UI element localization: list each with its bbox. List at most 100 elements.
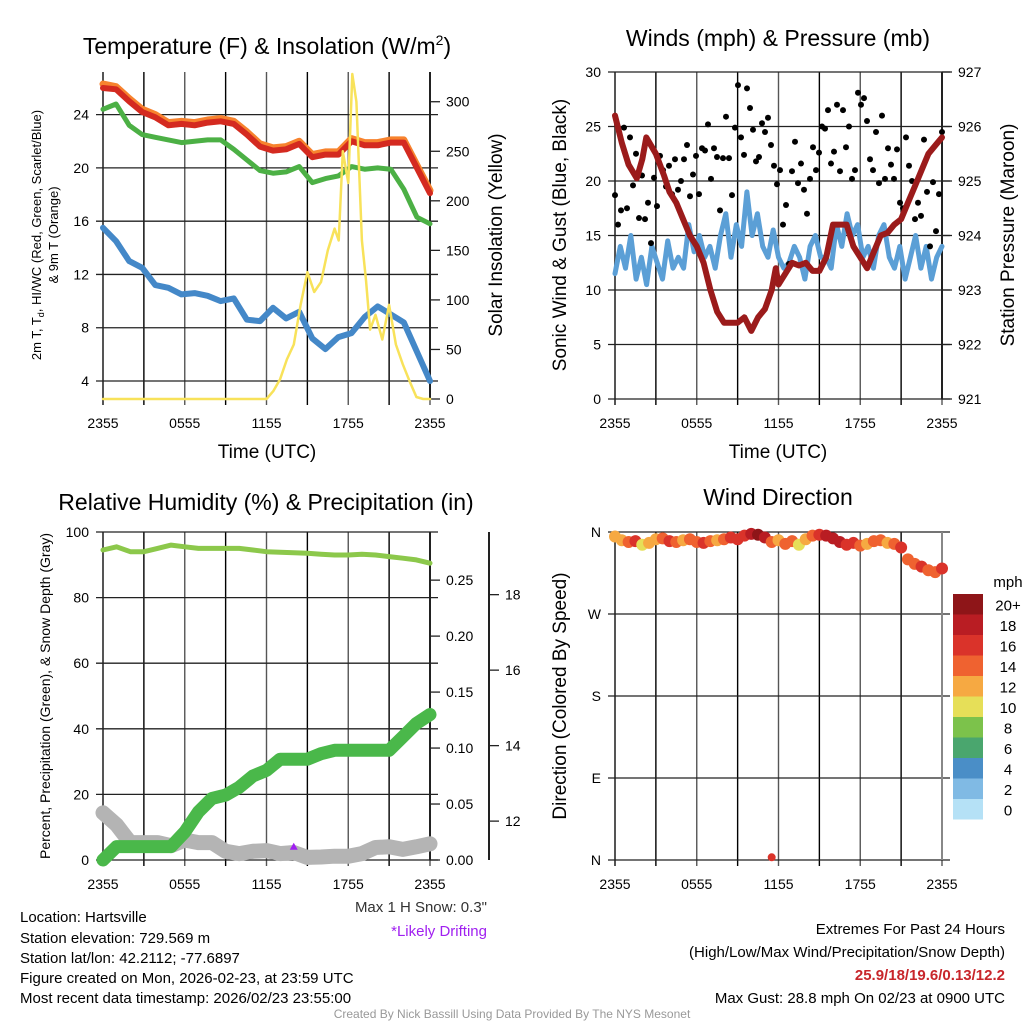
gust-point bbox=[861, 95, 867, 102]
colorbar-tick-label: 10 bbox=[1000, 700, 1017, 717]
gust-point bbox=[810, 144, 816, 151]
colorbar-swatch bbox=[953, 778, 983, 799]
y-tick-label: 100 bbox=[66, 524, 90, 540]
gust-point bbox=[843, 144, 849, 151]
secondary-y-tick-label: 921 bbox=[958, 391, 982, 407]
gust-point bbox=[648, 240, 654, 247]
gust-point bbox=[837, 168, 843, 175]
gust-point bbox=[678, 178, 684, 184]
blue-temperature-line bbox=[100, 224, 433, 384]
gust-point bbox=[804, 210, 810, 217]
secondary-y-tick-label: 300 bbox=[446, 94, 470, 110]
likely-drifting-note: *Likely Drifting bbox=[391, 923, 487, 940]
gust-point bbox=[717, 207, 723, 214]
secondary-y-tick-label: 14 bbox=[505, 738, 521, 754]
x-tick-label: 2355 bbox=[599, 876, 630, 892]
secondary-y-tick-label: 16 bbox=[505, 662, 521, 678]
colorbar-swatch bbox=[953, 758, 983, 779]
gust-point bbox=[924, 188, 930, 195]
gust-point bbox=[762, 128, 768, 135]
location-text: Location: Hartsville bbox=[20, 909, 147, 926]
y-tick-label: W bbox=[588, 606, 602, 622]
gust-point bbox=[807, 175, 813, 182]
secondary-y-tick-label: 0.10 bbox=[446, 740, 473, 756]
extremes-legend: (High/Low/Max Wind/Precipitation/Snow De… bbox=[689, 944, 1005, 961]
solar-y-axis-label: Solar Insolation (Yellow) bbox=[486, 133, 507, 336]
secondary-y-tick-label: 924 bbox=[958, 228, 982, 244]
gust-point bbox=[876, 180, 882, 187]
secondary-y-tick-label: 200 bbox=[446, 193, 470, 209]
secondary-y-tick-label: 925 bbox=[958, 173, 982, 189]
gust-point bbox=[879, 112, 885, 119]
gust-point bbox=[621, 124, 627, 131]
colorbar-tick-label: 4 bbox=[1004, 761, 1012, 778]
figure-created-text: Figure created on Mon, 2026-02-23, at 23… bbox=[20, 970, 354, 987]
y-tick-label: 5 bbox=[593, 337, 601, 353]
secondary-y-tick-label: 0.15 bbox=[446, 684, 473, 700]
gust-point bbox=[720, 155, 726, 162]
gust-point bbox=[921, 136, 927, 143]
temperature-y-axis-label: 2m T, Td, HI/WC (Red, Green, Scarlet/Blu… bbox=[29, 110, 46, 360]
y-tick-label: 40 bbox=[73, 721, 89, 737]
colorbar-tick-label: 0 bbox=[1004, 802, 1012, 819]
gust-point bbox=[702, 147, 708, 154]
gust-point bbox=[618, 207, 624, 214]
y-tick-label: N bbox=[591, 852, 601, 868]
temperature-panel-title: Temperature (F) & Insolation (W/m2) bbox=[83, 32, 451, 59]
relative-humidity-line bbox=[100, 542, 433, 566]
gust-point bbox=[771, 162, 777, 169]
x-tick-label: 1155 bbox=[763, 415, 793, 431]
x-tick-label: 0555 bbox=[681, 876, 712, 892]
colorbar-tick-label: 6 bbox=[1004, 741, 1012, 758]
gust-point bbox=[849, 175, 855, 182]
station-pressure-line bbox=[612, 112, 945, 334]
gust-point bbox=[690, 171, 696, 178]
gust-point bbox=[780, 221, 786, 228]
gust-point bbox=[705, 121, 711, 128]
gust-point bbox=[711, 145, 717, 152]
secondary-y-tick-label: 0 bbox=[446, 391, 454, 407]
x-tick-label: 2355 bbox=[926, 876, 957, 892]
gust-point bbox=[834, 101, 840, 108]
winds-panel-title: Winds (mph) & Pressure (mb) bbox=[626, 25, 930, 51]
gust-point bbox=[777, 167, 783, 174]
max-snow-text: Max 1 H Snow: 0.3" bbox=[355, 899, 487, 916]
gust-point bbox=[906, 162, 912, 169]
secondary-y-tick-label: 0.00 bbox=[446, 852, 473, 868]
y-tick-label: 60 bbox=[73, 655, 89, 671]
colorbar-swatch bbox=[953, 655, 983, 676]
gust-point bbox=[888, 161, 894, 168]
colorbar-tick-label: 12 bbox=[1000, 679, 1017, 696]
wind-direction-panel-title: Wind Direction bbox=[703, 484, 853, 510]
gust-point bbox=[897, 199, 903, 206]
gust-point bbox=[873, 128, 879, 135]
x-tick-label: 1755 bbox=[333, 415, 364, 431]
gust-point bbox=[615, 221, 621, 228]
gust-point bbox=[774, 181, 780, 188]
colorbar-swatch bbox=[953, 614, 983, 635]
gust-point bbox=[846, 123, 852, 130]
x-tick-label: 2355 bbox=[414, 876, 445, 892]
humidity-y-axis-label: Percent, Precipitation (Green), & Snow D… bbox=[37, 533, 53, 859]
gust-point bbox=[825, 107, 831, 114]
direction-y-axis-label: Direction (Colored By Speed) bbox=[550, 572, 571, 819]
gust-point bbox=[741, 151, 747, 158]
gust-point bbox=[624, 205, 630, 212]
gust-point bbox=[939, 128, 945, 135]
gust-point bbox=[789, 168, 795, 175]
gust-point bbox=[693, 152, 699, 159]
gust-point bbox=[903, 134, 909, 141]
gust-point bbox=[645, 199, 651, 206]
gust-point bbox=[912, 216, 918, 223]
gust-point bbox=[918, 212, 924, 219]
x-tick-label: 2355 bbox=[414, 415, 445, 431]
secondary-y-tick-label: 0.20 bbox=[446, 628, 473, 644]
gust-point bbox=[858, 101, 864, 108]
y-tick-label: 16 bbox=[73, 213, 89, 229]
elevation-text: Station elevation: 729.569 m bbox=[20, 930, 210, 947]
gust-point bbox=[864, 118, 870, 125]
gust-point bbox=[852, 167, 858, 174]
gust-point bbox=[828, 160, 834, 167]
